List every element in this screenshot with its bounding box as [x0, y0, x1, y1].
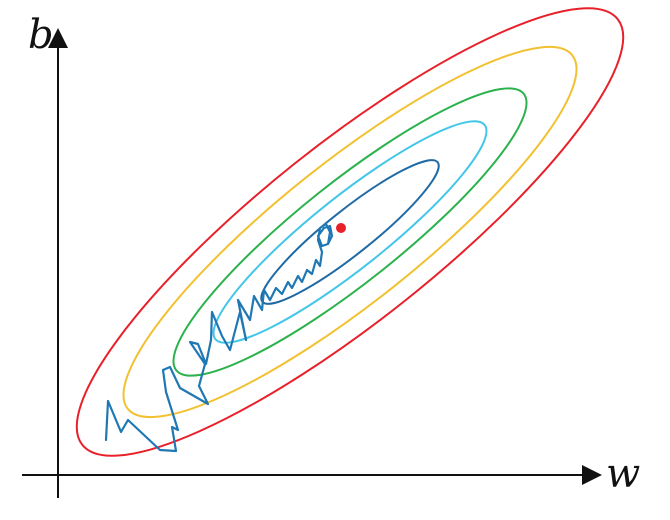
optimization-path [104, 222, 334, 453]
y-axis-label: b [28, 12, 54, 58]
contour-ellipse-2 [122, 45, 578, 419]
contour-ellipse-4 [212, 120, 488, 344]
x-axis-label: w [606, 451, 640, 497]
contour-ellipse-outer [75, 7, 625, 457]
minimum-point [336, 223, 346, 233]
contour-group [75, 7, 625, 457]
contour-ellipse-3 [172, 87, 528, 377]
contour-ellipse-inner [260, 159, 440, 305]
